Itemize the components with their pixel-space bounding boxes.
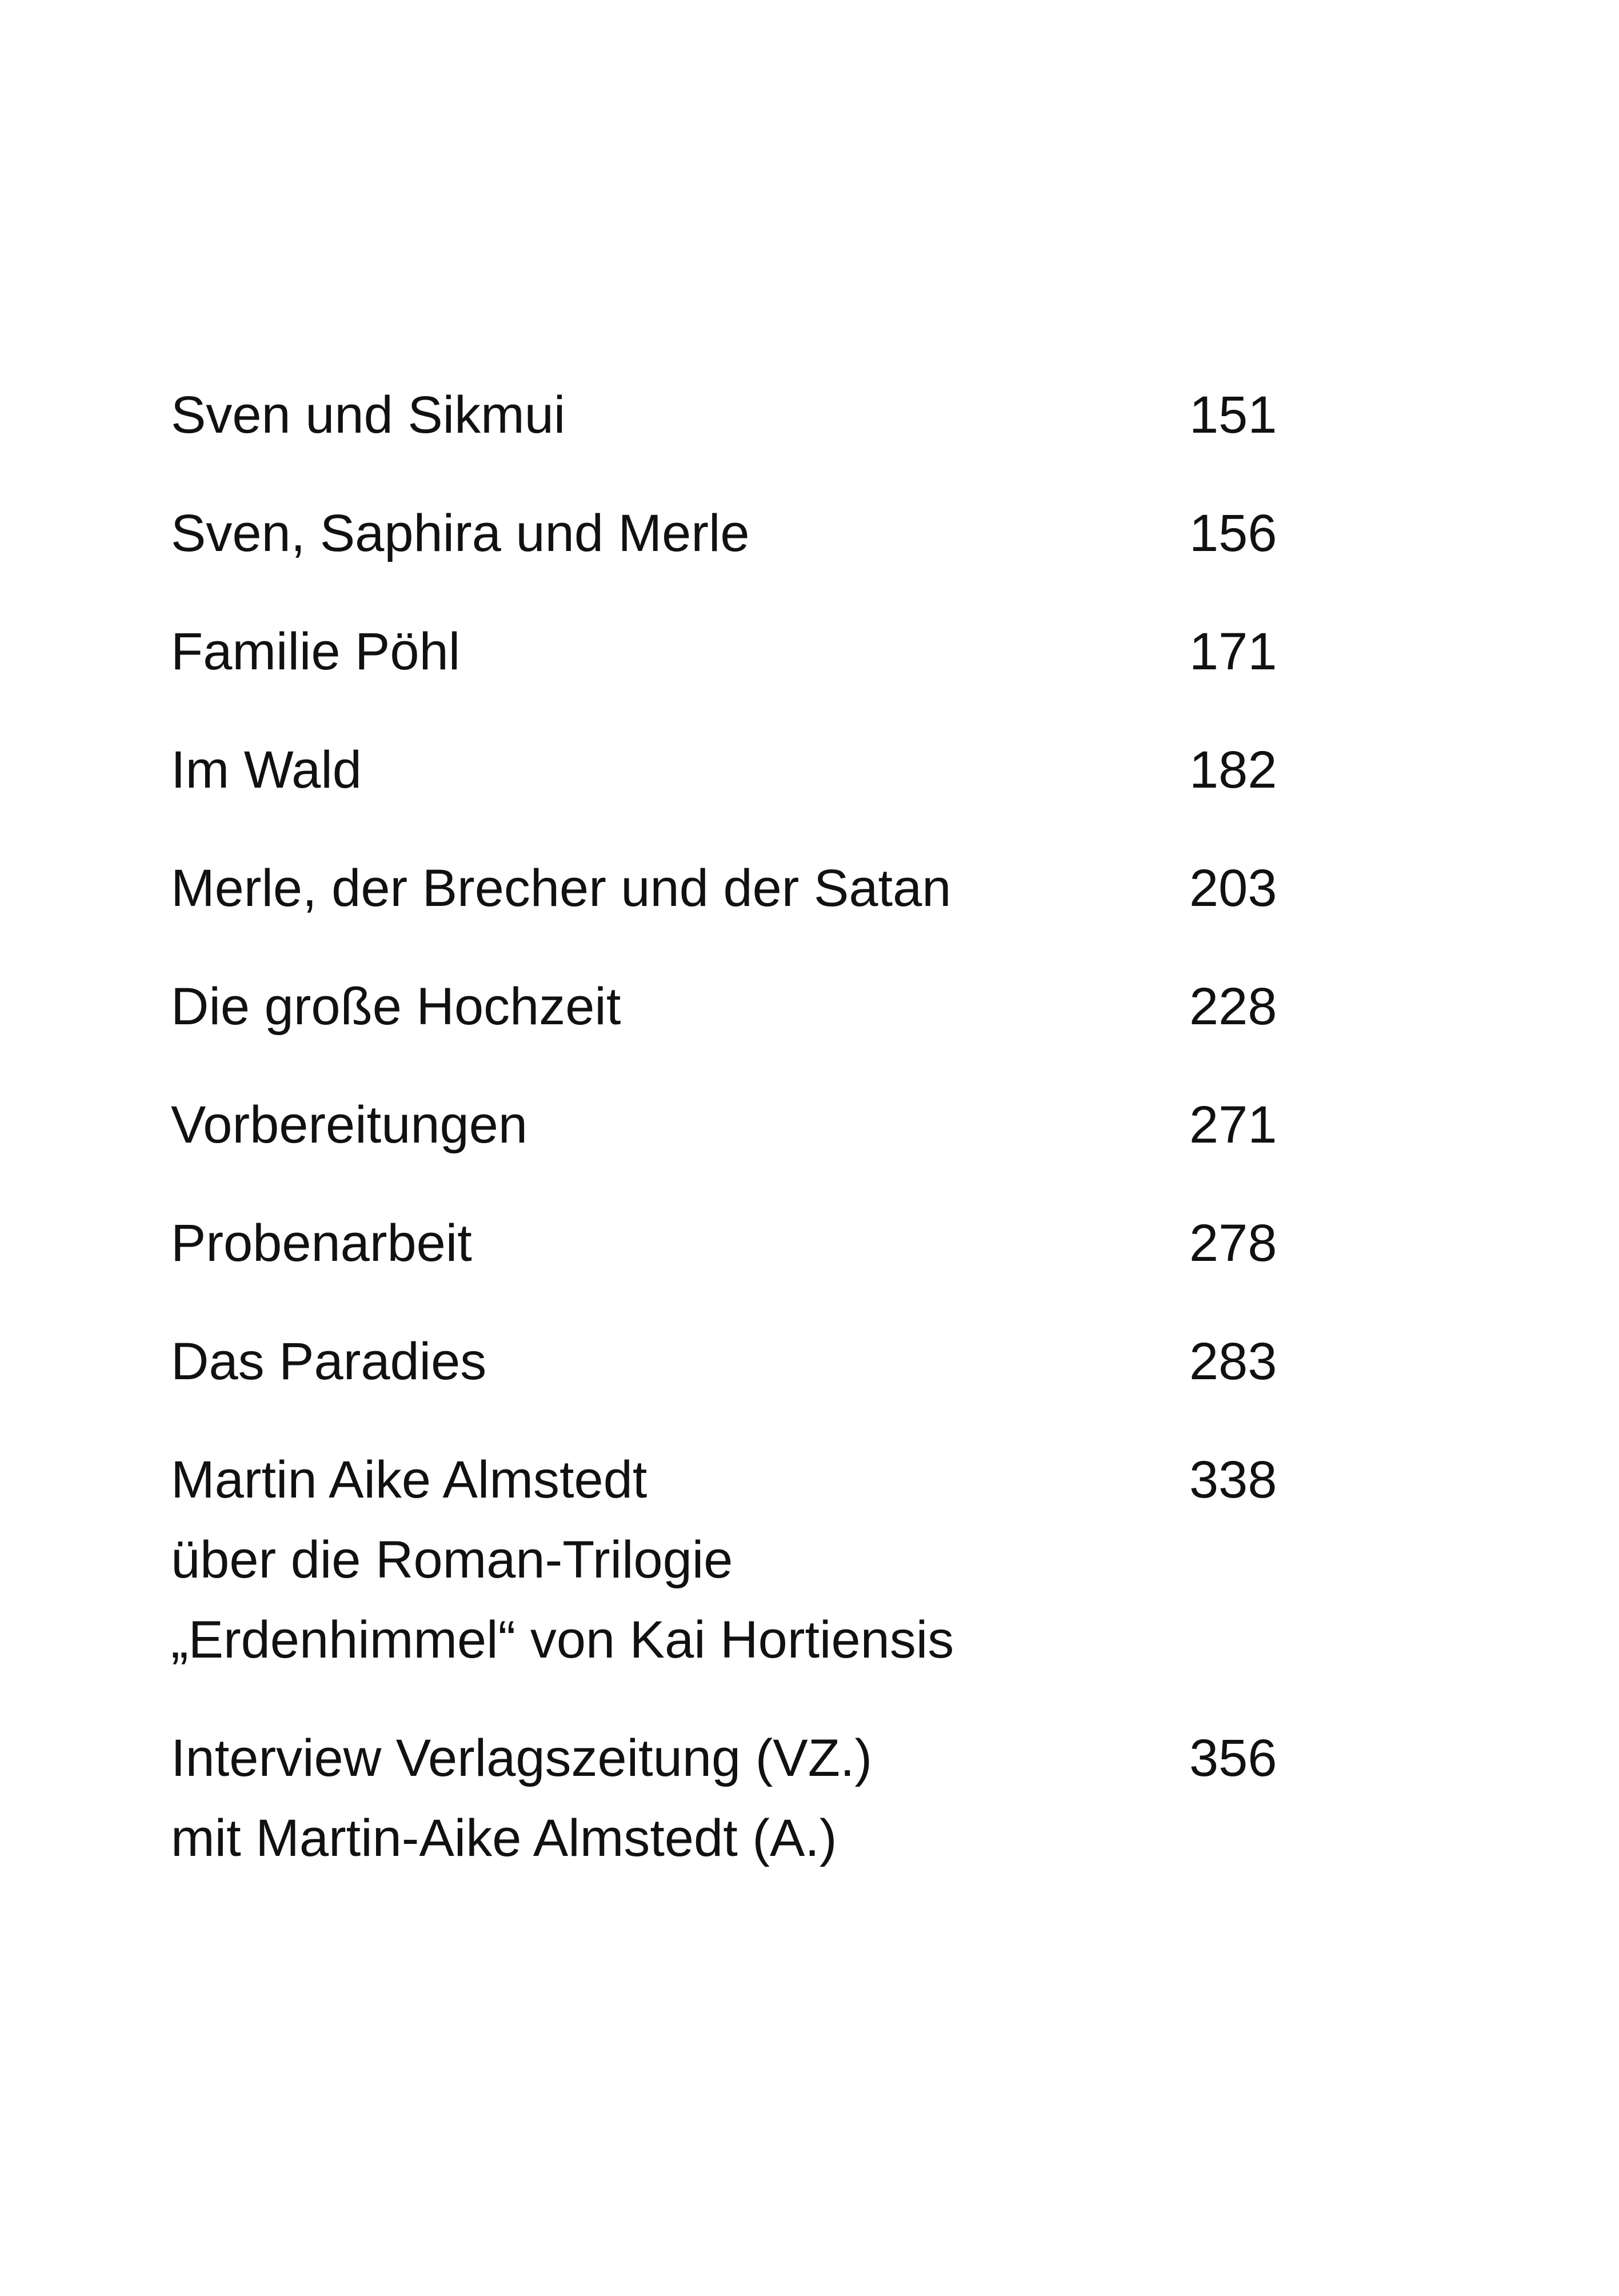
- table-of-contents: Sven und Sikmui 151 Sven, Saphira und Merl…: [171, 375, 1314, 1916]
- page-number: 151: [1189, 386, 1277, 444]
- title-line: über die Roman-Trilogie: [171, 1531, 733, 1589]
- entry-title: Martin Aike Almstedt über die Roman-Trilo…: [171, 1440, 1189, 1680]
- toc-entry: Familie Pöhl 171: [171, 612, 1314, 692]
- entry-title: Das Paradies: [171, 1321, 1189, 1401]
- entry-title: Die große Hochzeit: [171, 967, 1189, 1047]
- entry-title: Sven und Sikmui: [171, 375, 1189, 455]
- toc-entry: Probenarbeit 278: [171, 1203, 1314, 1283]
- entry-title: Merle, der Brecher und der Satan: [171, 848, 1189, 928]
- page-number: 203: [1189, 859, 1277, 917]
- page-number: 278: [1189, 1214, 1277, 1272]
- page-number: 228: [1189, 977, 1277, 1036]
- toc-entry: Das Paradies 283: [171, 1321, 1314, 1401]
- title-line: mit Martin-Aike Almstedt (A.): [171, 1809, 837, 1867]
- title-line: Familie Pöhl: [171, 622, 461, 681]
- toc-entry: Sven und Sikmui 151: [171, 375, 1314, 455]
- page-number: 271: [1189, 1096, 1277, 1154]
- toc-entry: Sven, Saphira und Merle 156: [171, 493, 1314, 573]
- page-number: 156: [1189, 504, 1277, 562]
- page-number: 283: [1189, 1332, 1277, 1391]
- title-line: Das Paradies: [171, 1332, 487, 1391]
- entry-title: Sven, Saphira und Merle: [171, 493, 1189, 573]
- title-line: Sven, Saphira und Merle: [171, 504, 750, 562]
- page-number: 356: [1189, 1729, 1277, 1787]
- toc-entry: Martin Aike Almstedt über die Roman-Trilo…: [171, 1440, 1314, 1680]
- toc-entry: Im Wald 182: [171, 730, 1314, 810]
- title-line: Vorbereitungen: [171, 1096, 528, 1154]
- title-line: Die große Hochzeit: [171, 977, 621, 1036]
- entry-title: Im Wald: [171, 730, 1189, 810]
- page-number: 338: [1189, 1451, 1277, 1509]
- page-number: 182: [1189, 741, 1277, 799]
- toc-entry: Die große Hochzeit 228: [171, 967, 1314, 1047]
- toc-entry: Merle, der Brecher und der Satan 203: [171, 848, 1314, 928]
- entry-title: Probenarbeit: [171, 1203, 1189, 1283]
- toc-entry: Vorbereitungen 271: [171, 1085, 1314, 1165]
- title-line: Interview Verlagszeitung (VZ.): [171, 1729, 873, 1787]
- title-line: Merle, der Brecher und der Satan: [171, 859, 952, 917]
- title-line: Sven und Sikmui: [171, 386, 566, 444]
- entry-title: Interview Verlagszeitung (VZ.) mit Martin…: [171, 1718, 1189, 1878]
- toc-entry: Interview Verlagszeitung (VZ.) mit Martin…: [171, 1718, 1314, 1878]
- entry-title: Familie Pöhl: [171, 612, 1189, 692]
- title-line: Im Wald: [171, 741, 362, 799]
- page-number: 171: [1189, 622, 1277, 681]
- entry-title: Vorbereitungen: [171, 1085, 1189, 1165]
- title-line: Martin Aike Almstedt: [171, 1451, 647, 1509]
- title-line: Probenarbeit: [171, 1214, 472, 1272]
- title-line: „Erdenhimmel“ von Kai Hortiensis: [171, 1611, 954, 1669]
